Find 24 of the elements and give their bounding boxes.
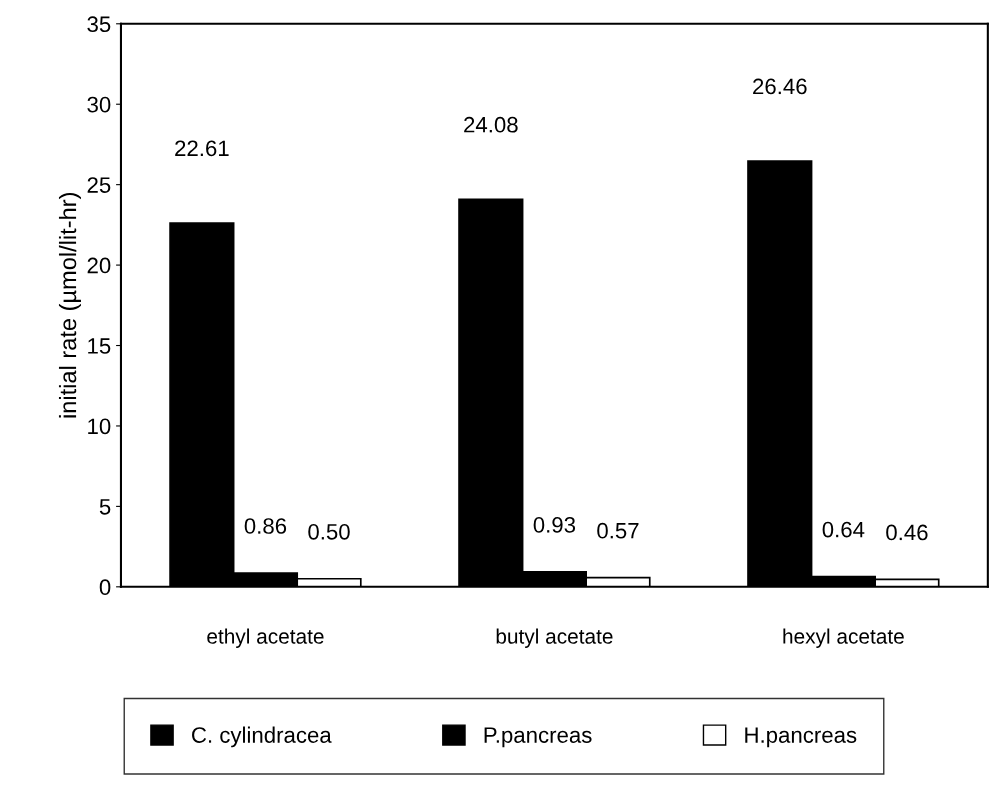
y-tick-label: 30 xyxy=(87,96,111,113)
x-tick-label: hexyl acetate xyxy=(783,628,904,648)
y-tick-label: 5 xyxy=(99,499,111,515)
text: 0.50 xyxy=(308,523,350,540)
text: 0.86 xyxy=(244,518,287,534)
x-tick-label: butyl acetate xyxy=(496,628,613,648)
text: 0.46 xyxy=(886,524,928,541)
y-tick-label: 15 xyxy=(88,338,111,354)
legend-label: H.pancreas xyxy=(745,727,857,748)
y-tick-label: 25 xyxy=(87,177,111,193)
text: 26.46 xyxy=(753,78,807,95)
text: 22.61 xyxy=(175,140,229,157)
legend-label: C. cylindracea xyxy=(192,726,332,748)
legend-label: P.pancreas xyxy=(484,727,592,748)
text: 0.64 xyxy=(822,521,865,538)
y-tick-label: 0 xyxy=(99,579,111,596)
y-tick-label: 35 xyxy=(87,16,111,33)
x-tick-label: ethyl acetate xyxy=(207,628,324,648)
text: 24.08 xyxy=(464,116,518,133)
y-tick-label: 20 xyxy=(87,257,111,274)
text: 0.57 xyxy=(597,522,639,539)
y-tick-label: 10 xyxy=(88,418,111,435)
y-axis-title: initial rate (µmol/lit-hr) xyxy=(58,193,81,418)
text: 0.93 xyxy=(533,517,576,533)
